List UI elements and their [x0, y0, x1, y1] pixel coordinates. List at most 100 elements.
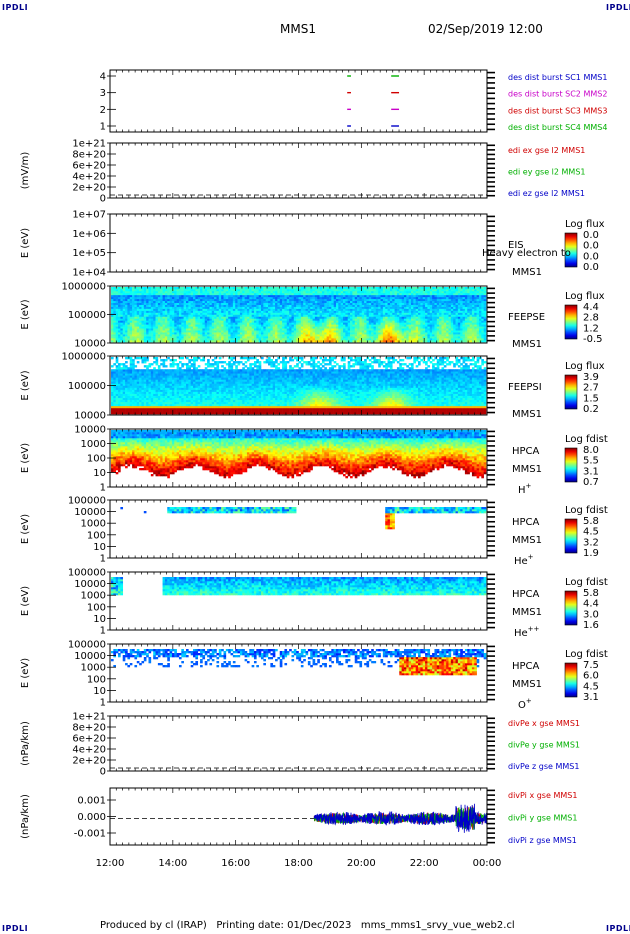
spectrogram-cell	[153, 334, 156, 337]
spectrogram-cell	[352, 328, 356, 331]
spectrogram-cell	[385, 334, 388, 337]
spectrogram-cell	[483, 316, 487, 319]
spectrogram-cell	[214, 338, 217, 341]
spectrogram-cell	[244, 338, 248, 341]
spectrogram-cell	[256, 296, 259, 300]
spectrogram-cell	[326, 330, 330, 333]
spectrogram-cell	[178, 328, 182, 331]
spectrogram-cell	[204, 326, 208, 329]
spectrogram-cell	[321, 302, 325, 305]
spectrogram-cell	[436, 322, 440, 325]
spectrogram-cell	[425, 312, 428, 315]
spectrogram-cell	[331, 304, 334, 307]
spectrogram-cell	[225, 340, 229, 343]
spectrogram-cell	[181, 308, 184, 311]
spectrogram-cell	[270, 322, 274, 325]
spectrogram-cell	[197, 298, 201, 302]
spectrogram-cell	[188, 294, 191, 298]
spectrogram-cell	[120, 308, 124, 311]
spectrogram-cell	[340, 316, 344, 319]
spectrogram-cell	[244, 290, 248, 294]
spectrogram-cell	[134, 306, 138, 309]
spectrogram-cell	[239, 306, 243, 309]
spectrogram-cell	[317, 318, 320, 321]
spectrogram-cell	[190, 324, 194, 327]
spectrogram-cell	[441, 300, 445, 304]
spectrogram-cell	[239, 300, 243, 304]
spectrogram-cell	[282, 316, 285, 319]
spectrogram-cell	[429, 298, 433, 302]
spectrogram-cell	[228, 292, 231, 296]
spectrogram-cell	[387, 298, 391, 302]
spectrogram-cell	[396, 316, 400, 319]
spectrogram-cell	[411, 330, 414, 333]
spectrogram-cell	[310, 292, 313, 296]
spectrogram-cell	[336, 324, 339, 327]
spectrogram-cell	[357, 318, 360, 321]
spectrogram-cell	[380, 328, 384, 331]
spectrogram-cell	[111, 306, 114, 309]
spectrogram-cell	[279, 304, 283, 307]
spectrogram-cell	[265, 288, 269, 292]
spectrogram-cell	[171, 290, 175, 294]
spectrogram-cell	[270, 328, 274, 331]
spectrogram-cell	[120, 290, 124, 294]
spectrogram-cell	[127, 318, 131, 321]
spectrogram-cell	[134, 287, 138, 290]
spectrogram-cell	[361, 296, 365, 300]
spectrogram-cell	[155, 304, 159, 307]
spectrogram-cell	[443, 320, 447, 323]
spectrogram-cell	[256, 314, 259, 317]
spectrogram-cell	[183, 328, 187, 331]
spectrogram-cell	[256, 292, 259, 296]
spectrogram-cell	[361, 316, 365, 319]
spectrogram-cell	[457, 332, 461, 335]
spectrogram-cell	[328, 330, 332, 333]
spectrogram-cell	[115, 294, 119, 298]
spectrogram-cell	[216, 306, 220, 309]
spectrogram-cell	[195, 304, 199, 307]
spectrogram-cell	[350, 298, 353, 302]
spectrogram-cell	[258, 322, 262, 325]
spectrogram-cell	[157, 318, 161, 321]
spectrogram-cell	[324, 320, 327, 323]
spectrogram-cell	[211, 332, 215, 335]
spectrogram-cell	[354, 287, 358, 290]
spectrogram-cell	[331, 290, 334, 294]
spectrogram-cell	[289, 318, 292, 321]
spectrogram-cell	[406, 292, 409, 296]
spectrogram-cell	[230, 310, 234, 313]
spectrogram-cell	[321, 320, 325, 323]
spectrogram-cell	[162, 332, 166, 335]
spectrogram-cell	[436, 310, 440, 313]
spectrogram-cell	[171, 312, 175, 315]
spectrogram-cell	[211, 322, 215, 325]
spectrogram-cell	[368, 287, 372, 290]
spectrogram-cell	[394, 318, 398, 321]
spectrogram-cell	[326, 324, 330, 327]
spectrogram-cell	[476, 287, 480, 290]
spectrogram-cell	[167, 338, 170, 341]
spectrogram-cell	[418, 318, 421, 321]
spectrogram-cell	[300, 338, 304, 341]
spectrogram-cell	[415, 302, 419, 305]
spectrogram-cell	[317, 300, 320, 304]
spectrogram-cell	[195, 326, 199, 329]
spectrogram-cell	[272, 318, 276, 321]
spectrogram-cell	[174, 322, 177, 325]
spectrogram-cell	[469, 290, 473, 294]
spectrogram-cell	[249, 300, 252, 304]
spectrogram-cell	[441, 338, 445, 341]
spectrogram-cell	[371, 332, 374, 335]
spectrogram-cell	[146, 304, 149, 307]
spectrogram-cell	[225, 296, 229, 300]
spectrogram-cell	[467, 322, 470, 325]
spectrogram-cell	[462, 332, 466, 335]
spectrogram-cell	[481, 336, 484, 339]
spectrogram-cell	[202, 324, 206, 327]
spectrogram-cell	[418, 322, 421, 325]
spectrogram-cell	[167, 300, 170, 304]
spectrogram-cell	[375, 298, 379, 302]
spectrogram-cell	[420, 302, 424, 305]
spectrogram-cell	[434, 302, 438, 305]
